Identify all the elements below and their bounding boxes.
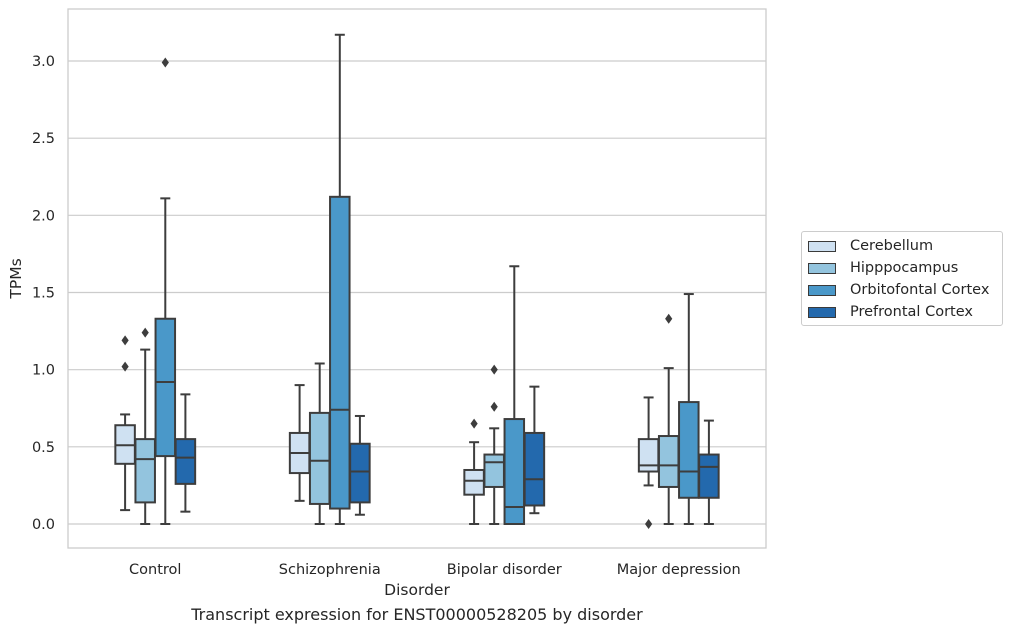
box <box>657 435 680 488</box>
x-tick-label: Major depression <box>617 562 741 578</box>
legend-item-cerebellum: Cerebellum <box>808 237 933 255</box>
y-tick-label: 2.0 <box>32 208 55 224</box>
box <box>503 418 526 526</box>
outlier-point <box>490 401 498 412</box>
outlier-point <box>490 364 498 375</box>
legend-label-cerebellum: Cerebellum <box>850 238 934 254</box>
y-tick-label: 0.5 <box>32 440 55 456</box>
outlier-point <box>645 519 653 529</box>
x-tick-label: Schizophrenia <box>279 562 381 578</box>
plot-frame <box>67 8 767 549</box>
legend-item-orbitofrontal: Orbitofontal Cortex <box>808 281 989 299</box>
legend: Cerebellum Hipppocampus Orbitofontal Cor… <box>801 231 1003 326</box>
box <box>154 317 177 458</box>
outlier-point <box>121 361 129 372</box>
outlier-point <box>121 335 129 346</box>
box <box>523 431 546 507</box>
box <box>463 468 485 496</box>
box <box>698 453 720 499</box>
x-tick-label: Bipolar disorder <box>447 562 562 578</box>
x-axis-label: Disorder <box>384 581 450 599</box>
legend-label-prefrontal: Prefrontal Cortex <box>850 304 973 320</box>
outlier-point <box>470 418 478 429</box>
box <box>483 453 505 488</box>
box <box>308 411 331 505</box>
legend-label-orbitofrontal: Orbitofontal Cortex <box>850 282 990 298</box>
box <box>134 438 156 504</box>
outlier-point <box>161 57 169 68</box>
chart-caption: Transcript expression for ENST0000052820… <box>191 605 643 624</box>
legend-swatch-prefrontal <box>808 306 836 318</box>
y-tick-label: 1.5 <box>32 286 55 302</box>
legend-swatch-hippocampus <box>808 262 836 274</box>
legend-swatch-orbitofrontal <box>808 284 836 296</box>
legend-item-prefrontal: Prefrontal Cortex <box>808 303 973 321</box>
outlier-point <box>665 313 673 324</box>
y-tick-label: 3.0 <box>32 54 55 70</box>
box <box>349 442 371 504</box>
box <box>329 195 351 510</box>
outlier-point <box>141 327 149 338</box>
y-tick-label: 0.0 <box>32 517 55 533</box>
y-tick-label: 2.5 <box>32 131 55 147</box>
box <box>637 438 660 473</box>
legend-item-hippocampus: Hipppocampus <box>808 259 958 277</box>
y-tick-label: 1.0 <box>32 363 55 379</box>
legend-swatch-cerebellum <box>808 240 836 252</box>
legend-label-hippocampus: Hipppocampus <box>850 260 959 276</box>
x-tick-label: Control <box>129 562 181 578</box>
y-axis-label: TPMs <box>7 258 25 299</box>
box <box>678 401 700 499</box>
box <box>174 438 197 485</box>
